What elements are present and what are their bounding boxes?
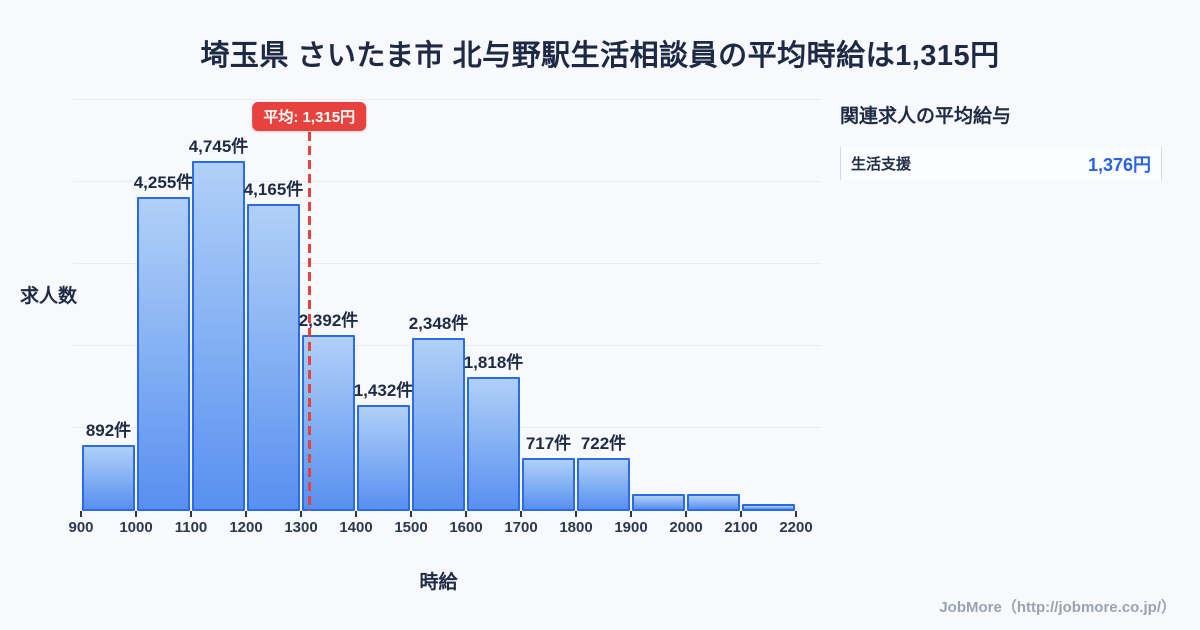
salary-row-label: 生活支援	[851, 156, 912, 173]
bar-value-label: 2,392件	[298, 311, 359, 330]
histogram-bar	[82, 445, 135, 511]
x-axis-tick	[740, 511, 742, 517]
histogram-bar	[577, 458, 630, 511]
x-axis-tick	[410, 511, 412, 517]
histogram-bar	[467, 377, 520, 511]
footer-credit: JobMore（http://jobmore.co.jp/）	[939, 599, 1176, 616]
x-axis-tick-label: 1800	[559, 519, 593, 536]
x-axis-tick	[135, 511, 137, 517]
x-axis-tick-label: 1700	[504, 519, 538, 536]
x-axis-tick-label: 1600	[449, 519, 483, 536]
salary-row-value: 1,376円	[1087, 154, 1151, 175]
x-axis-tick	[80, 511, 82, 517]
histogram-bar	[742, 504, 795, 511]
x-axis-tick-label: 1500	[394, 519, 428, 536]
histogram-bar	[302, 335, 355, 511]
x-axis-tick	[685, 511, 687, 517]
histogram-plot: 892件 4,255件 4,745件 4,165件 2,392件 1,432件 2,348件…	[68, 99, 821, 536]
bar-value-label: 4,165件	[243, 180, 304, 199]
x-axis-tick	[355, 511, 357, 517]
x-axis-tick	[520, 511, 522, 517]
bar-value-label: 1,432件	[353, 381, 414, 400]
x-axis-tick	[190, 511, 192, 517]
bar-value-label: 2,348件	[408, 314, 469, 333]
x-axis-tick-label: 2200	[779, 519, 813, 536]
bar-value-label: 4,745件	[188, 137, 249, 156]
histogram-bar	[632, 494, 685, 511]
x-axis-tick-label: 900	[68, 519, 94, 536]
bar-value-label: 1,818件	[463, 353, 524, 372]
x-axis-tick	[795, 511, 797, 517]
related-salary-panel: 関連求人の平均給与 生活支援 1,376円	[840, 101, 1162, 180]
x-axis-tick-label: 1900	[614, 519, 648, 536]
histogram-bar	[137, 197, 190, 511]
y-axis-label: 求人数	[20, 286, 78, 307]
gridline	[73, 99, 821, 100]
bar-value-label: 717件	[525, 434, 572, 453]
panel-rows: 生活支援 1,376円	[840, 147, 1162, 180]
average-badge: 平均: 1,315円	[252, 102, 367, 131]
x-axis-tick	[300, 511, 302, 517]
bar-value-label: 4,255件	[133, 173, 194, 192]
histogram-bar	[522, 458, 575, 511]
histogram-bar	[357, 405, 410, 511]
panel-title: 関連求人の平均給与	[840, 106, 1012, 127]
x-axis-tick-label: 1000	[119, 519, 153, 536]
x-axis-tick	[245, 511, 247, 517]
histogram-bar	[192, 161, 245, 511]
bar-value-label: 892件	[85, 421, 132, 440]
salary-row: 生活支援 1,376円	[840, 147, 1162, 180]
x-axis-tick	[630, 511, 632, 517]
x-axis-tick-label: 2000	[669, 519, 703, 536]
x-axis-tick	[465, 511, 467, 517]
average-line	[307, 132, 311, 511]
gridline	[73, 181, 821, 182]
x-axis-tick-label: 1300	[284, 519, 318, 536]
histogram-bar	[687, 494, 740, 511]
histogram-bar	[412, 338, 465, 511]
bar-value-label: 722件	[580, 434, 627, 453]
x-axis-tick-label: 1200	[229, 519, 263, 536]
x-axis-label: 時給	[419, 572, 458, 593]
chart-title: 埼玉県 さいたま市 北与野駅生活相談員の平均時給は1,315円	[200, 40, 1000, 72]
histogram-bar	[247, 204, 300, 511]
x-axis-tick	[575, 511, 577, 517]
x-axis-tick-label: 2100	[724, 519, 758, 536]
x-axis-tick-label: 1400	[339, 519, 373, 536]
x-axis-tick-label: 1100	[174, 519, 208, 536]
gridline	[73, 263, 821, 264]
